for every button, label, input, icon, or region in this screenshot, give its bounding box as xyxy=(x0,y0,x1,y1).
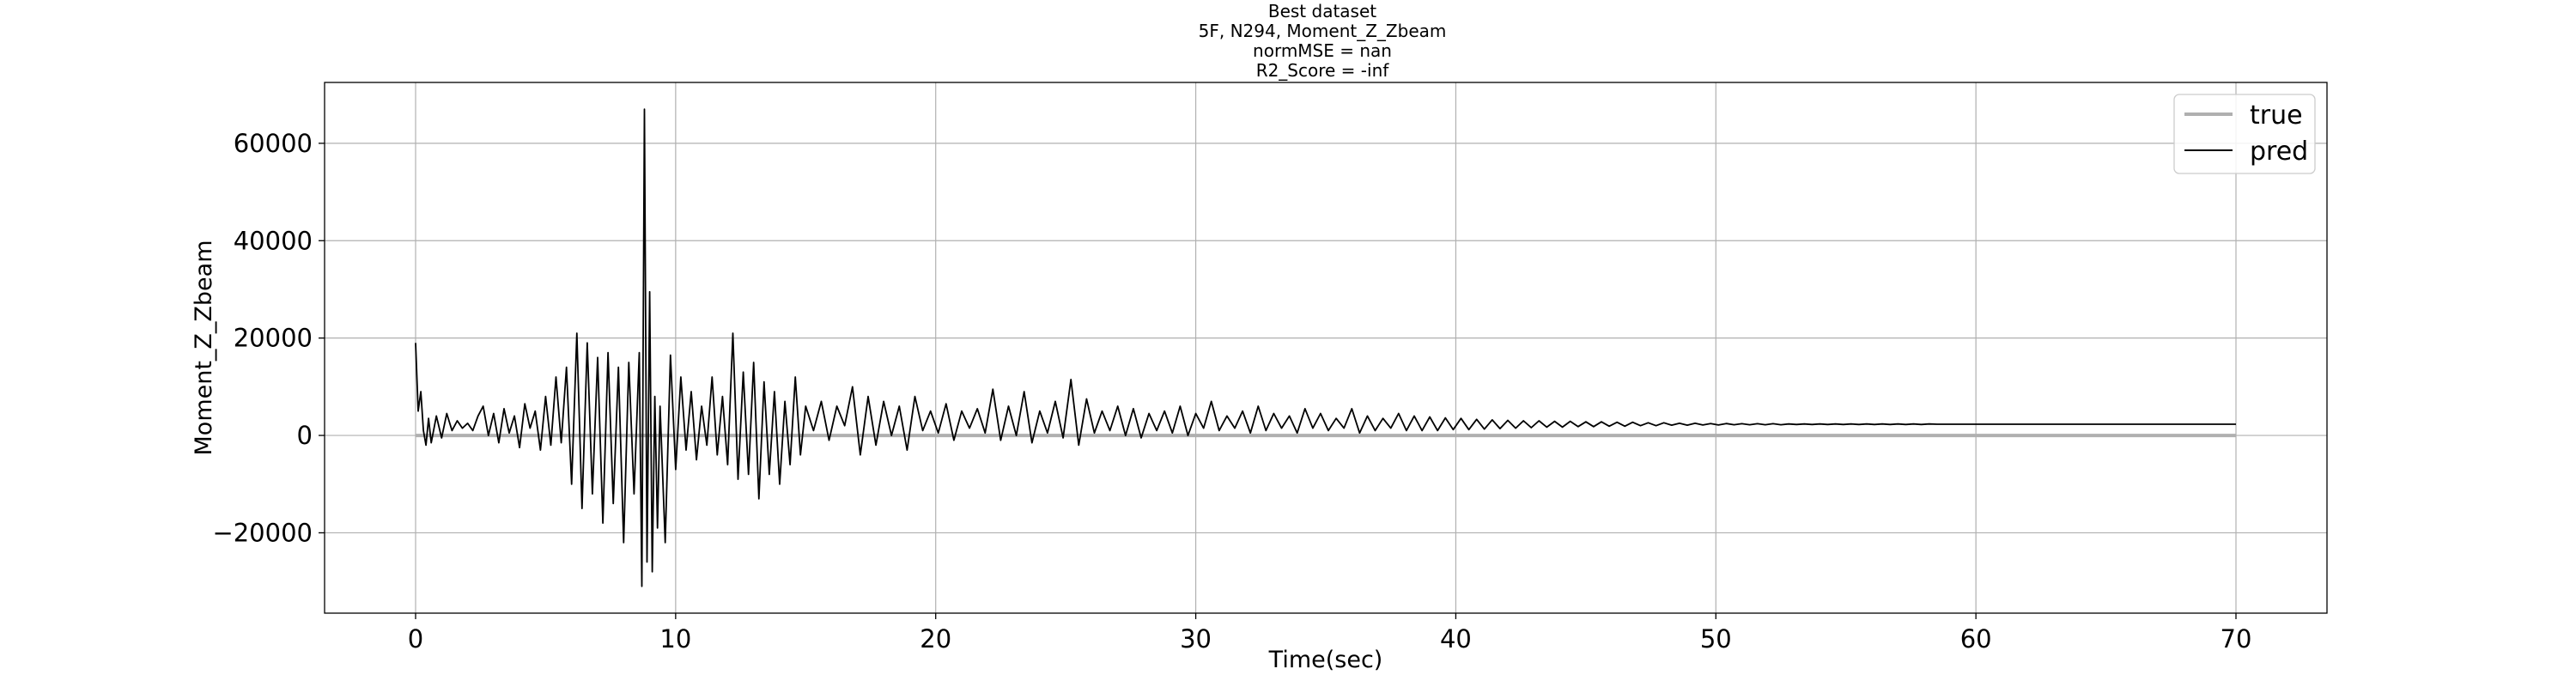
x-axis-ticks: 0 10 20 30 40 50 60 70 xyxy=(408,613,2252,654)
y-tick-label: 20000 xyxy=(234,324,313,353)
x-tick-label: 60 xyxy=(1960,624,1992,654)
x-tick-label: 10 xyxy=(659,624,691,654)
legend: true pred xyxy=(2173,94,2316,174)
x-tick-label: 50 xyxy=(1700,624,1732,654)
chart-title-line: normMSE = nan xyxy=(1253,40,1392,61)
x-tick-label: 40 xyxy=(1440,624,1472,654)
legend-label-pred: pred xyxy=(2250,137,2308,167)
y-tick-label: 40000 xyxy=(234,226,313,255)
series-layer xyxy=(415,108,2236,587)
chart-title-line: R2_Score = -inf xyxy=(1256,60,1390,81)
chart-title-block: Best dataset 5F, N294, Moment_Z_Zbeam no… xyxy=(1199,1,1447,81)
y-tick-label: 0 xyxy=(297,421,313,450)
chart-title-line: 5F, N294, Moment_Z_Zbeam xyxy=(1199,21,1447,41)
x-tick-label: 20 xyxy=(920,624,951,654)
x-tick-label: 0 xyxy=(408,624,423,654)
y-tick-label: 60000 xyxy=(234,129,313,158)
plot-frame xyxy=(324,82,2328,614)
grid-lines xyxy=(325,82,2327,613)
y-axis-label: Moment_Z_Zbeam xyxy=(191,240,217,455)
series-line-pred xyxy=(415,108,2236,587)
x-tick-label: 70 xyxy=(2221,624,2252,654)
y-axis-ticks: −20000 0 20000 40000 60000 xyxy=(212,129,325,547)
y-tick-label: −20000 xyxy=(212,518,313,547)
x-tick-label: 30 xyxy=(1180,624,1212,654)
x-axis-label: Time(sec) xyxy=(1268,647,1383,673)
legend-label-true: true xyxy=(2250,100,2303,131)
chart-title-line: Best dataset xyxy=(1268,1,1376,21)
